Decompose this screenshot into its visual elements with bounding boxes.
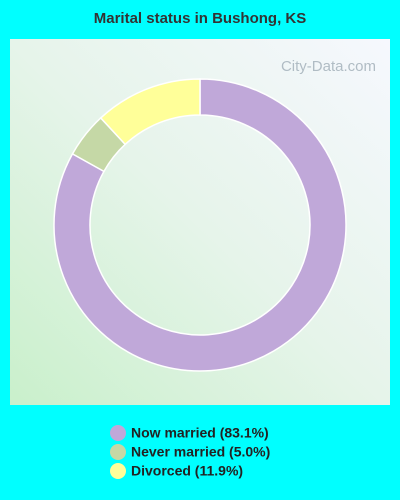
donut-segment [53,78,347,372]
chart-title: Marital status in Bushong, KS [94,10,307,27]
legend-swatch [110,444,126,460]
legend: Now married (83.1%) Never married (5.0%) D… [110,425,270,479]
donut-segment [99,78,201,146]
legend-label: Never married (5.0%) [131,444,270,460]
legend-swatch [110,425,126,441]
legend-label: Now married (83.1%) [131,425,269,441]
donut [53,78,347,372]
legend-swatch [110,463,126,479]
legend-label: Divorced (11.9%) [131,463,243,479]
watermark: City-Data.com [281,58,376,75]
